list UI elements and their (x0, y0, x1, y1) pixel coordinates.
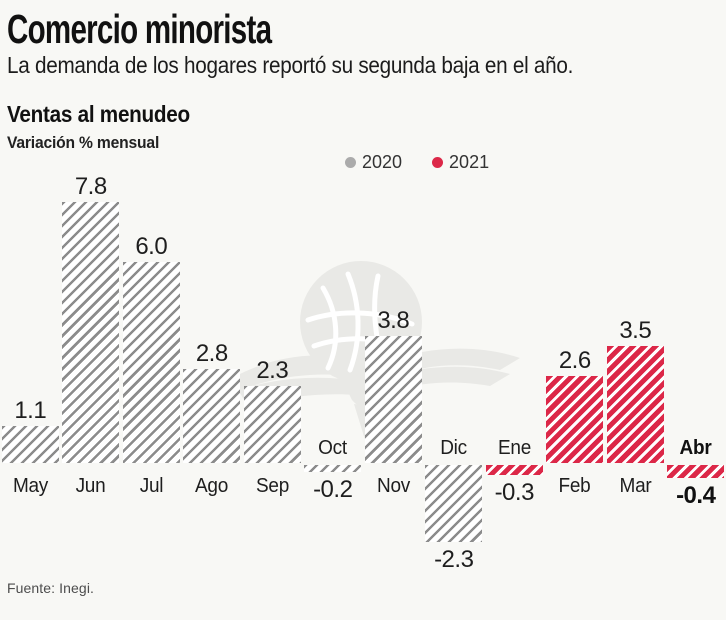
bar-sep (243, 385, 301, 463)
page-title: Comercio minorista (7, 6, 272, 52)
bar-feb (546, 375, 604, 463)
month-label-nov: Nov (376, 475, 410, 497)
value-label-ene: -0.3 (494, 479, 535, 507)
bar-jul (122, 262, 180, 463)
legend-dot-2021-icon (432, 157, 444, 168)
month-label-ene: Ene (497, 437, 531, 459)
month-label-sep: Sep (255, 475, 289, 497)
value-label-may: 1.1 (14, 397, 47, 425)
bar-ago (183, 369, 241, 463)
legend-dot-2020-icon (345, 157, 356, 168)
legend-label-2020: 2020 (362, 152, 403, 172)
value-label-mar: 3.5 (619, 316, 652, 344)
value-label-oct: -0.2 (313, 475, 353, 503)
value-label-ago: 2.8 (195, 340, 228, 368)
chart-subtitle: Variación % mensual (7, 133, 160, 152)
value-label-abr: -0.4 (676, 482, 716, 510)
bar-mar (606, 345, 664, 463)
value-label-nov: 3.8 (377, 306, 410, 334)
bar-nov (364, 335, 422, 463)
value-label-dic: -2.3 (434, 546, 474, 574)
chart-legend: 2020 2021 (345, 152, 489, 173)
legend-label-2021: 2021 (449, 152, 490, 172)
value-label-feb: 2.6 (558, 346, 591, 374)
value-label-jun: 7.8 (74, 172, 107, 200)
value-label-sep: 2.3 (256, 356, 289, 384)
month-label-feb: Feb (558, 475, 591, 497)
bar-may (1, 426, 59, 463)
month-label-abr: Abr (679, 437, 712, 459)
month-label-dic: Dic (440, 437, 468, 459)
bar-abr (667, 465, 725, 479)
month-label-jun: Jun (75, 475, 106, 497)
month-label-jul: Jul (139, 475, 164, 497)
bar-jun (62, 201, 120, 463)
month-label-ago: Ago (195, 475, 229, 497)
month-label-oct: Oct (318, 437, 348, 459)
legend-item-2021: 2021 (432, 152, 489, 173)
source-credit: Fuente: Inegi. (7, 580, 95, 596)
month-label-may: May (12, 475, 48, 497)
value-label-jul: 6.0 (135, 233, 168, 260)
chart-title: Ventas al menudeo (7, 101, 190, 127)
bar-dic (425, 465, 483, 543)
bar-oct (304, 465, 362, 472)
month-label-mar: Mar (619, 475, 652, 497)
page-subtitle: La demanda de los hogares reportó su seg… (7, 52, 574, 78)
legend-item-2020: 2020 (345, 152, 402, 173)
bar-ene (485, 465, 543, 476)
